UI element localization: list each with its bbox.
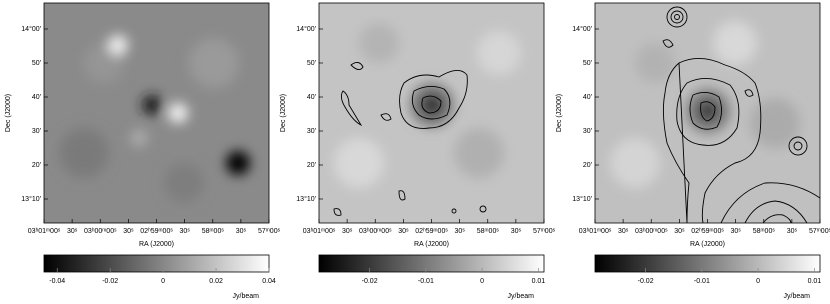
x-tick-label: 30ˢ <box>511 228 522 235</box>
x-tick-label: 58ᵐ00ˢ <box>753 228 776 235</box>
x-tick-label: 30ˢ <box>67 228 78 235</box>
x-tick-label: 03ʰ01ᵐ00ˢ <box>579 228 612 235</box>
x-tick-label: 30ˢ <box>123 228 134 235</box>
y-tick-label: 20' <box>307 162 316 169</box>
x-tick-label: 02ʰ59ᵐ00ˢ <box>140 228 173 235</box>
x-tick-label: 03ʰ00ᵐ00ˢ <box>359 228 392 235</box>
y-tick-label: 50' <box>583 60 592 67</box>
colorbar <box>318 254 545 273</box>
x-tick-label: 30ˢ <box>180 228 191 235</box>
panel: 14°00' 50' 40' 30' 20' 13°10' 03ʰ01ᵐ00ˢ 30ˢ 03ʰ0… <box>5 2 281 300</box>
y-tick-label: 40' <box>32 94 41 101</box>
x-axis-label: RA (J2000) <box>414 241 449 248</box>
y-axis-label: Dec (J2000) <box>556 94 563 132</box>
x-tick-label: 30ˢ <box>455 228 466 235</box>
x-tick-label: 30ˢ <box>618 228 629 235</box>
x-tick-label: 30ˢ <box>398 228 409 235</box>
y-tick-label: 13°10' <box>21 195 41 203</box>
x-tick-label: 03ʰ01ᵐ00ˢ <box>28 228 61 235</box>
x-tick-label: 03ʰ00ᵐ00ˢ <box>635 228 668 235</box>
y-tick-label: 40' <box>307 94 316 101</box>
x-tick-label: 30ˢ <box>342 228 353 235</box>
y-tick-label: 13°10' <box>572 195 592 203</box>
x-tick-label: 58ᵐ00ˢ <box>477 228 500 235</box>
y-tick-label: 30' <box>583 128 592 135</box>
colorbar-tick-label: 0.01 <box>808 278 822 285</box>
colorbar <box>43 254 270 273</box>
x-axis-label: RA (J2000) <box>139 241 174 248</box>
colorbar-tick-label: 0.01 <box>532 278 546 285</box>
colorbar-tick-label: -0.01 <box>418 278 434 285</box>
colorbar-tick-label: 0 <box>161 278 165 285</box>
image <box>595 3 820 223</box>
y-tick-label: 14°00' <box>572 25 592 33</box>
y-tick-label: 20' <box>583 162 592 169</box>
colorbar-tick-label: 0 <box>480 278 484 285</box>
colorbar-tick-label: -0.01 <box>694 278 710 285</box>
image <box>44 3 269 223</box>
colorbar-tick-label: -0.04 <box>49 278 65 285</box>
colorbar-tick-label: -0.02 <box>362 278 378 285</box>
colorbar-label: Jy/beam <box>508 293 535 300</box>
colorbar-tick-label: -0.02 <box>638 278 654 285</box>
x-tick-label: 30ˢ <box>674 228 685 235</box>
x-tick-label: 03ʰ01ᵐ00ˢ <box>303 228 336 235</box>
x-tick-label: 30ˢ <box>787 228 798 235</box>
x-axis-label: RA (J2000) <box>690 241 725 248</box>
y-tick-label: 14°00' <box>296 25 316 33</box>
y-tick-label: 20' <box>32 162 41 169</box>
y-tick-label: 40' <box>583 94 592 101</box>
y-tick-label: 13°10' <box>296 195 316 203</box>
colorbar-label: Jy/beam <box>233 293 260 300</box>
x-tick-label: 57ᵐ00ˢ <box>533 228 556 235</box>
y-tick-label: 30' <box>32 128 41 135</box>
x-tick-label: 58ᵐ00ˢ <box>202 228 225 235</box>
colorbar-tick-label: 0.02 <box>209 278 223 285</box>
colorbar-tick-label: 0 <box>756 278 760 285</box>
colorbar-tick-label: 0.04 <box>262 278 276 285</box>
y-tick-label: 50' <box>307 60 316 67</box>
x-tick-label: 30ˢ <box>236 228 247 235</box>
x-tick-label: 30ˢ <box>731 228 742 235</box>
image <box>319 3 544 223</box>
x-tick-label: 57ᵐ00ˢ <box>258 228 281 235</box>
x-tick-label: 03ʰ00ᵐ00ˢ <box>84 228 117 235</box>
y-tick-label: 14°00' <box>21 25 41 33</box>
colorbar <box>594 254 821 273</box>
panel: 14°00' 50' 40' 30' 20' 13°10' 03ʰ01ᵐ00ˢ 30ˢ 03ʰ0… <box>556 2 830 300</box>
y-axis-label: Dec (J2000) <box>280 94 287 132</box>
panel: 14°00' 50' 40' 30' 20' 13°10' 03ʰ01ᵐ00ˢ 30ˢ 03ʰ0… <box>280 2 556 300</box>
colorbar-label: Jy/beam <box>784 293 811 300</box>
y-tick-label: 30' <box>307 128 316 135</box>
colorbar-tick-label: -0.02 <box>102 278 118 285</box>
y-axis-label: Dec (J2000) <box>5 94 12 132</box>
x-tick-label: 02ʰ59ᵐ00ˢ <box>415 228 448 235</box>
y-tick-label: 50' <box>32 60 41 67</box>
x-tick-label: 02ʰ59ᵐ00ˢ <box>691 228 724 235</box>
x-tick-label: 57ᵐ00ˢ <box>809 228 830 235</box>
